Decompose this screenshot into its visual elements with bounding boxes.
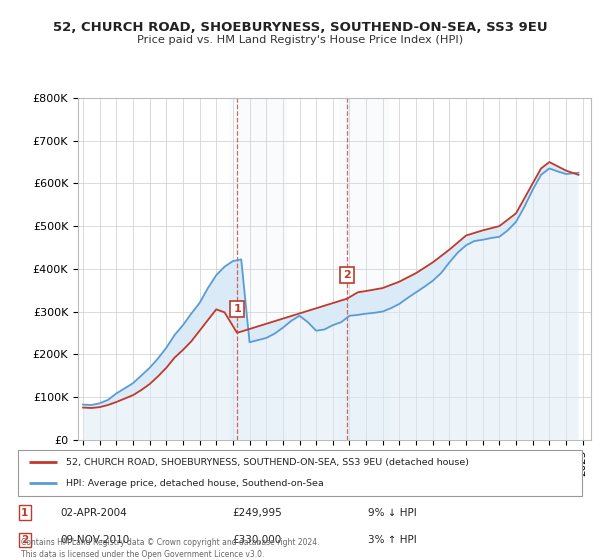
Text: 2: 2	[21, 535, 28, 545]
Bar	[338, 98, 389, 440]
FancyBboxPatch shape	[18, 450, 582, 496]
Text: HPI: Average price, detached house, Southend-on-Sea: HPI: Average price, detached house, Sout…	[66, 479, 323, 488]
Text: £330,000: £330,000	[232, 535, 281, 545]
Text: 9% ↓ HPI: 9% ↓ HPI	[368, 508, 416, 517]
Text: 02-APR-2004: 02-APR-2004	[60, 508, 127, 517]
Text: 2: 2	[343, 270, 351, 280]
Text: Contains HM Land Registry data © Crown copyright and database right 2024.
This d: Contains HM Land Registry data © Crown c…	[21, 538, 320, 559]
Text: 52, CHURCH ROAD, SHOEBURYNESS, SOUTHEND-ON-SEA, SS3 9EU: 52, CHURCH ROAD, SHOEBURYNESS, SOUTHEND-…	[53, 21, 547, 34]
Text: £249,995: £249,995	[232, 508, 282, 517]
Bar	[229, 98, 287, 440]
Text: 3% ↑ HPI: 3% ↑ HPI	[368, 535, 416, 545]
Text: 09-NOV-2010: 09-NOV-2010	[60, 535, 130, 545]
Text: 1: 1	[233, 305, 241, 314]
Text: Price paid vs. HM Land Registry's House Price Index (HPI): Price paid vs. HM Land Registry's House …	[137, 35, 463, 45]
Text: 1: 1	[21, 508, 28, 517]
Text: 52, CHURCH ROAD, SHOEBURYNESS, SOUTHEND-ON-SEA, SS3 9EU (detached house): 52, CHURCH ROAD, SHOEBURYNESS, SOUTHEND-…	[66, 458, 469, 466]
